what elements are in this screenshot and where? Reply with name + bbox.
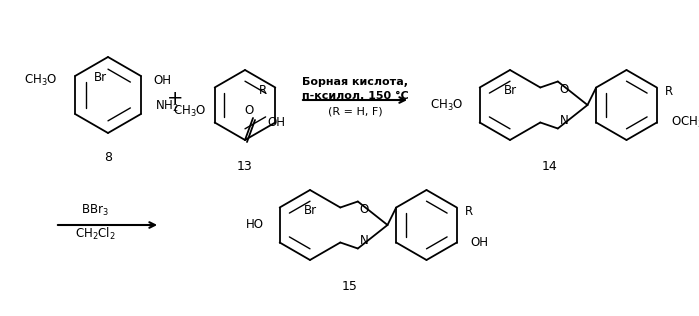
Text: Br: Br bbox=[303, 204, 317, 217]
Text: +: + bbox=[167, 88, 183, 107]
Text: 14: 14 bbox=[542, 160, 558, 173]
Text: O: O bbox=[560, 83, 569, 96]
Text: 8: 8 bbox=[104, 151, 112, 164]
Text: OH: OH bbox=[471, 236, 489, 249]
Text: 13: 13 bbox=[237, 160, 253, 173]
Text: CH$_2$Cl$_2$: CH$_2$Cl$_2$ bbox=[75, 226, 115, 242]
Text: N: N bbox=[360, 234, 368, 247]
Text: BBr$_3$: BBr$_3$ bbox=[81, 203, 109, 217]
Text: O: O bbox=[360, 203, 369, 216]
Text: R: R bbox=[665, 85, 673, 98]
Text: Br: Br bbox=[94, 71, 106, 84]
Text: HO: HO bbox=[245, 218, 264, 232]
Text: N: N bbox=[560, 114, 568, 127]
Text: 15: 15 bbox=[342, 280, 358, 293]
Text: CH$_3$O: CH$_3$O bbox=[24, 72, 57, 88]
Text: Br: Br bbox=[503, 84, 517, 97]
Text: R: R bbox=[465, 205, 473, 218]
Text: OH: OH bbox=[153, 74, 171, 87]
Text: OH: OH bbox=[267, 116, 285, 129]
Text: Борная кислота,: Борная кислота, bbox=[302, 77, 408, 87]
Text: O: O bbox=[245, 104, 254, 117]
Text: (R = H, F): (R = H, F) bbox=[328, 107, 382, 117]
Text: CH$_3$O: CH$_3$O bbox=[173, 104, 207, 118]
Text: R: R bbox=[259, 84, 267, 97]
Text: NH$_2$: NH$_2$ bbox=[155, 99, 179, 113]
Text: OCH$_3$: OCH$_3$ bbox=[671, 115, 699, 130]
Text: CH$_3$O: CH$_3$O bbox=[431, 97, 463, 112]
Text: п-ксилол, 150 °C: п-ксилол, 150 °C bbox=[302, 91, 408, 101]
